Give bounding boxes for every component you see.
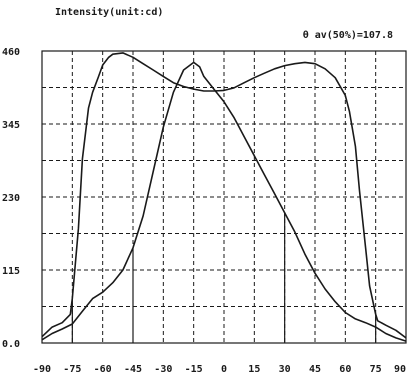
x-tick-label: -45 [124,364,142,375]
x-tick-label: 15 [248,364,260,375]
x-tick-label: -90 [33,364,51,375]
y-tick-label: 230 [2,193,20,204]
x-tick-label: -75 [63,364,81,375]
x-tick-label: 75 [370,364,382,375]
x-tick-label: 60 [339,364,351,375]
y-tick-label: 345 [2,120,20,131]
x-tick-label: -15 [185,364,203,375]
x-tick-label: 90 [394,364,406,375]
plot-frame [41,50,407,344]
y-tick-label: 0.0 [2,339,20,350]
series-curves [41,52,407,342]
intensity-curve-1 [41,52,407,339]
chart-title: Intensity(unit:cd) [55,6,163,18]
y-tick-label: 460 [2,47,20,58]
chart-annotation: θ av(50%)=107.8 [303,30,393,41]
intensity-curve-2 [41,61,407,342]
y-tick-label: 115 [2,266,20,277]
x-tick-label: 30 [279,364,291,375]
x-tick-label: -60 [94,364,112,375]
y-tick-labels: 0.0 115 230 345 460 [2,47,20,350]
x-tick-label: -30 [154,364,172,375]
drop-lines [71,212,377,343]
x-tick-labels: -90 -75 -60 -45 -30 -15 0 15 30 45 60 75 90 [33,364,406,375]
x-tick-label: 0 [221,364,227,375]
grid-lines [42,51,406,343]
x-tick-label: 45 [309,364,321,375]
